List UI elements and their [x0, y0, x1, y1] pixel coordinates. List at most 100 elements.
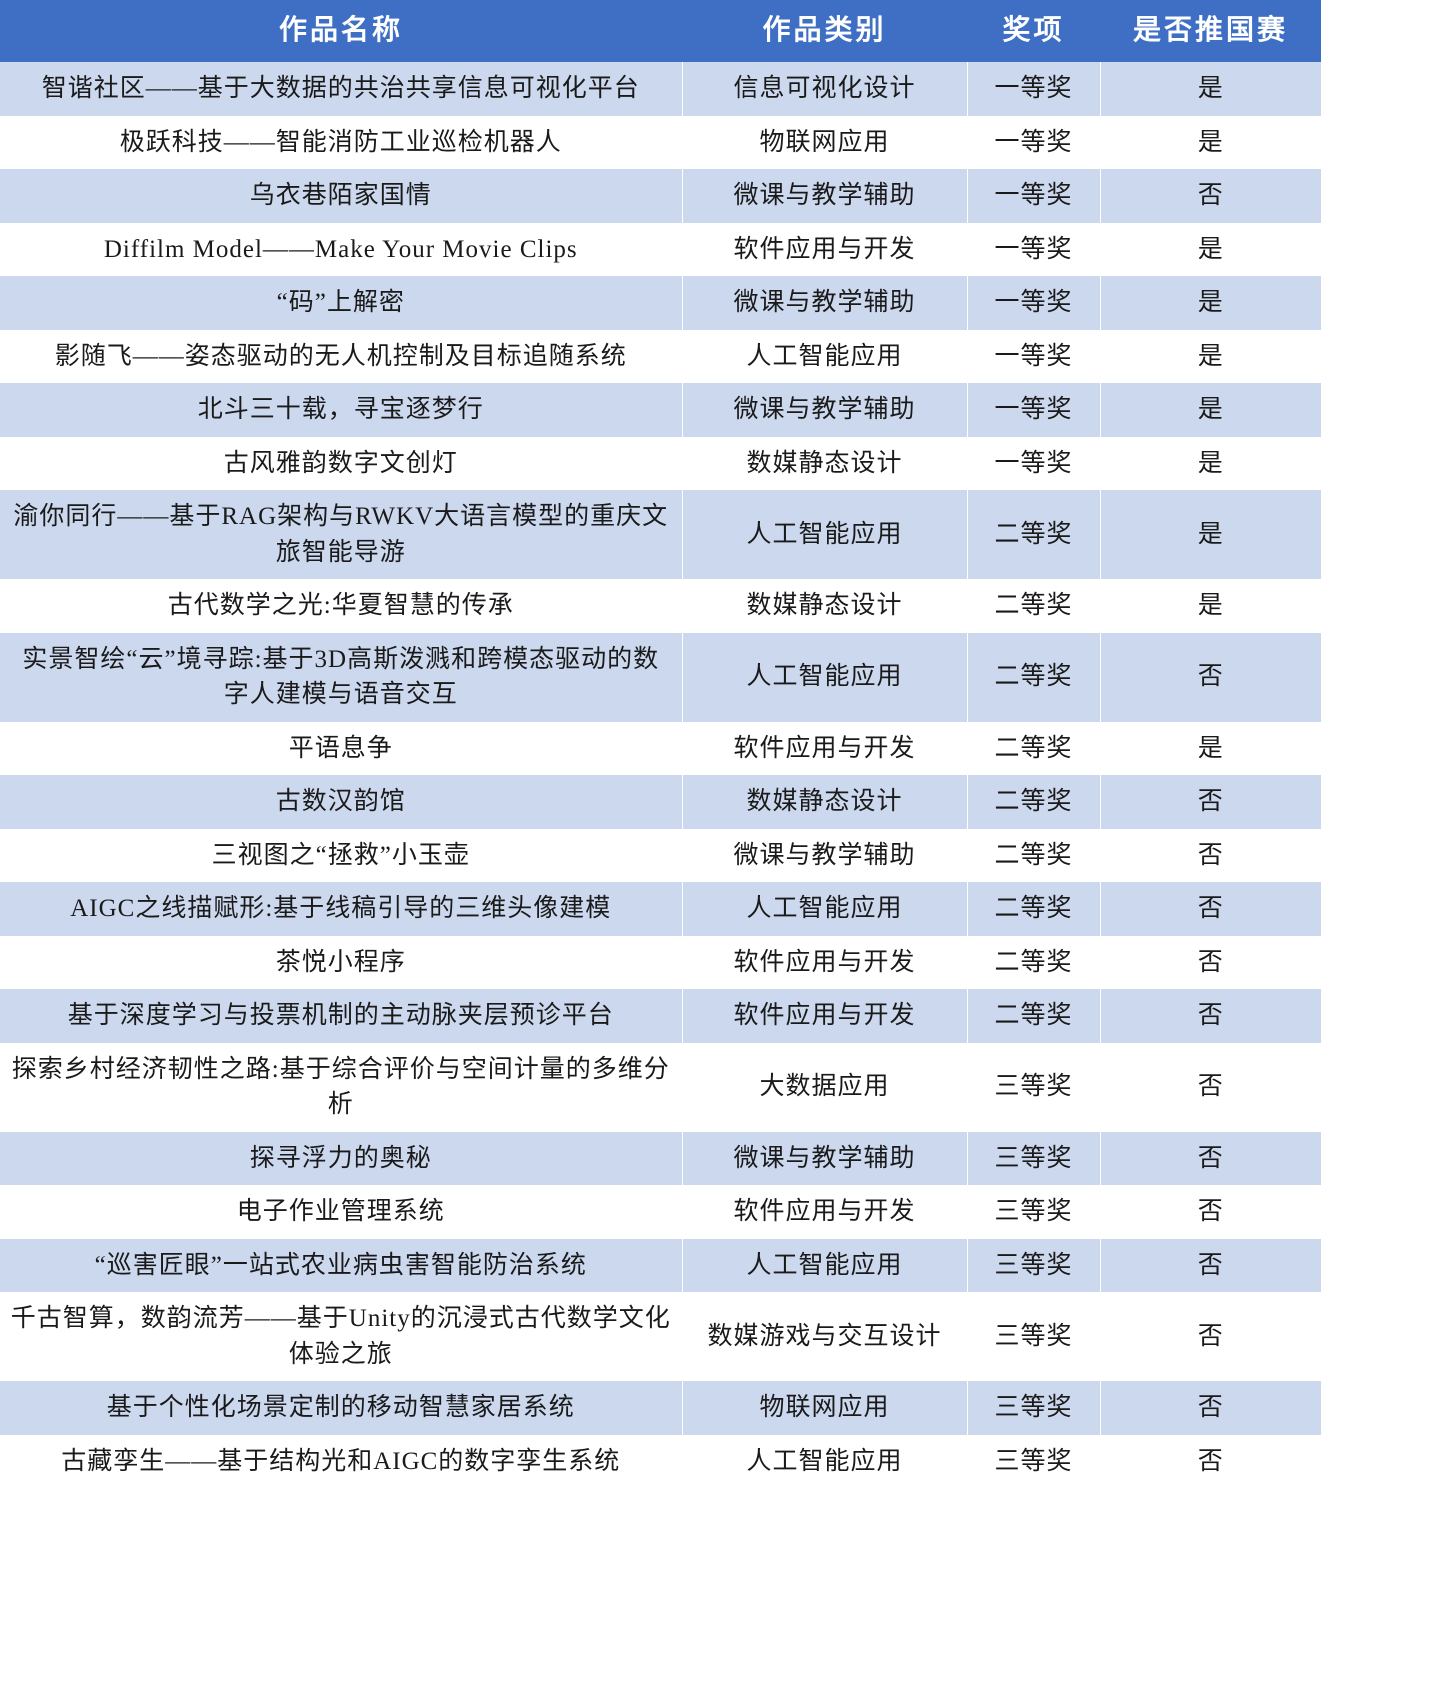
cell-award: 二等奖 — [966, 882, 1101, 936]
cell-national-push: 否 — [1099, 882, 1321, 936]
cell-work-category: 物联网应用 — [681, 115, 968, 169]
cell-work-category: 人工智能应用 — [681, 882, 968, 936]
table-row: 基于个性化场景定制的移动智慧家居系统 物联网应用 三等奖否 — [0, 1381, 1321, 1435]
cell-work-category: 物联网应用 — [681, 1381, 968, 1435]
table-row: 实景智绘“云”境寻踪:基于3D高斯泼溅和跨模态驱动的数字人建模与语音交互 人工智能… — [0, 632, 1321, 722]
cell-award: 三等奖 — [966, 1292, 1101, 1381]
cell-award: 一等奖 — [966, 276, 1101, 330]
column-header-work-name: 作品名称 — [0, 0, 682, 62]
cell-award: 三等奖 — [966, 1434, 1101, 1488]
cell-work-category: 软件应用与开发 — [681, 721, 968, 775]
cell-national-push: 否 — [1099, 1131, 1321, 1185]
cell-national-push: 是 — [1099, 62, 1321, 116]
cell-work-category: 微课与教学辅助 — [681, 276, 968, 330]
cell-work-category: 数媒静态设计 — [681, 775, 968, 829]
cell-work-name: 古藏孪生——基于结构光和AIGC的数字孪生系统 — [0, 1434, 683, 1488]
cell-work-name: 基于深度学习与投票机制的主动脉夹层预诊平台 — [0, 989, 683, 1043]
cell-work-name: 影随飞——姿态驱动的无人机控制及目标追随系统 — [0, 329, 683, 383]
table-row: “巡害匠眼”一站式农业病虫害智能防治系统 人工智能应用 三等奖否 — [0, 1238, 1321, 1292]
header-row: 作品名称 作品类别 奖项 是否推国赛 — [0, 0, 1321, 62]
cell-award: 一等奖 — [966, 115, 1101, 169]
cell-work-category: 人工智能应用 — [681, 329, 968, 383]
cell-work-name: AIGC之线描赋形:基于线稿引导的三维头像建模 — [0, 882, 683, 936]
cell-work-category: 人工智能应用 — [681, 1434, 968, 1488]
cell-work-name: 探索乡村经济韧性之路:基于综合评价与空间计量的多维分析 — [0, 1042, 683, 1132]
cell-work-category: 数媒游戏与交互设计 — [681, 1292, 968, 1381]
table-row: AIGC之线描赋形:基于线稿引导的三维头像建模 人工智能应用 二等奖否 — [0, 882, 1321, 936]
table-row: 千古智算，数韵流芳——基于Unity的沉浸式古代数学文化体验之旅 数媒游戏与交互设… — [0, 1292, 1321, 1381]
table-row: 渝你同行——基于RAG架构与RWKV大语言模型的重庆文旅智能导游 人工智能应用 二等… — [0, 490, 1321, 579]
table-row: 三视图之“拯救”小玉壶 微课与教学辅助 二等奖否 — [0, 828, 1321, 882]
table-row: 智谐社区——基于大数据的共治共享信息可视化平台 信息可视化设计 一等奖是 — [0, 62, 1321, 116]
cell-national-push: 否 — [1099, 935, 1321, 989]
cell-national-push: 否 — [1099, 1185, 1321, 1239]
cell-work-category: 数媒静态设计 — [681, 436, 968, 490]
cell-work-name: 古代数学之光:华夏智慧的传承 — [0, 579, 683, 633]
cell-national-push: 否 — [1099, 632, 1321, 722]
cell-national-push: 否 — [1099, 169, 1321, 223]
cell-work-category: 人工智能应用 — [681, 1238, 968, 1292]
cell-work-name: 北斗三十载，寻宝逐梦行 — [0, 383, 683, 437]
cell-award: 二等奖 — [966, 579, 1101, 633]
cell-national-push: 否 — [1099, 1238, 1321, 1292]
cell-national-push: 是 — [1099, 721, 1321, 775]
table-row: 探索乡村经济韧性之路:基于综合评价与空间计量的多维分析 大数据应用 三等奖否 — [0, 1042, 1321, 1132]
cell-national-push: 否 — [1099, 1434, 1321, 1488]
cell-award: 二等奖 — [966, 490, 1101, 579]
cell-award: 二等奖 — [966, 721, 1101, 775]
table-row: 基于深度学习与投票机制的主动脉夹层预诊平台 软件应用与开发 二等奖否 — [0, 989, 1321, 1043]
cell-national-push: 是 — [1099, 276, 1321, 330]
cell-work-category: 微课与教学辅助 — [681, 383, 968, 437]
cell-work-name: 古风雅韵数字文创灯 — [0, 436, 683, 490]
cell-work-name: “巡害匠眼”一站式农业病虫害智能防治系统 — [0, 1238, 683, 1292]
cell-work-name: 三视图之“拯救”小玉壶 — [0, 828, 683, 882]
cell-award: 一等奖 — [966, 436, 1101, 490]
cell-work-category: 数媒静态设计 — [681, 579, 968, 633]
cell-national-push: 否 — [1099, 1381, 1321, 1435]
cell-work-category: 软件应用与开发 — [681, 935, 968, 989]
table-row: 古藏孪生——基于结构光和AIGC的数字孪生系统 人工智能应用 三等奖否 — [0, 1434, 1321, 1488]
cell-work-category: 信息可视化设计 — [681, 62, 968, 116]
cell-national-push: 是 — [1099, 329, 1321, 383]
cell-award: 二等奖 — [966, 935, 1101, 989]
award-table-container: 作品名称 作品类别 奖项 是否推国赛 智谐社区——基于大数据的共治共享信息可视化… — [0, 0, 1321, 1488]
cell-national-push: 是 — [1099, 579, 1321, 633]
cell-work-name: 智谐社区——基于大数据的共治共享信息可视化平台 — [0, 62, 683, 116]
table-row: “码”上解密 微课与教学辅助 一等奖是 — [0, 276, 1321, 330]
cell-award: 一等奖 — [966, 62, 1101, 116]
competition-award-table: 作品名称 作品类别 奖项 是否推国赛 智谐社区——基于大数据的共治共享信息可视化… — [0, 0, 1321, 1488]
cell-national-push: 是 — [1099, 383, 1321, 437]
cell-award: 三等奖 — [966, 1131, 1101, 1185]
cell-award: 一等奖 — [966, 222, 1101, 276]
cell-award: 一等奖 — [966, 329, 1101, 383]
table-row: 古代数学之光:华夏智慧的传承 数媒静态设计 二等奖是 — [0, 579, 1321, 633]
cell-national-push: 是 — [1099, 490, 1321, 579]
table-header: 作品名称 作品类别 奖项 是否推国赛 — [0, 0, 1321, 62]
cell-national-push: 否 — [1099, 989, 1321, 1043]
cell-award: 三等奖 — [966, 1238, 1101, 1292]
cell-work-name: 渝你同行——基于RAG架构与RWKV大语言模型的重庆文旅智能导游 — [0, 490, 683, 579]
table-row: Diffilm Model——Make Your Movie Clips 软件应用… — [0, 222, 1321, 276]
cell-award: 二等奖 — [966, 989, 1101, 1043]
cell-national-push: 否 — [1099, 828, 1321, 882]
table-row: 平语息争 软件应用与开发 二等奖是 — [0, 721, 1321, 775]
cell-work-category: 微课与教学辅助 — [681, 828, 968, 882]
cell-national-push: 是 — [1099, 436, 1321, 490]
cell-award: 二等奖 — [966, 828, 1101, 882]
cell-work-name: 实景智绘“云”境寻踪:基于3D高斯泼溅和跨模态驱动的数字人建模与语音交互 — [0, 632, 683, 722]
cell-national-push: 是 — [1099, 222, 1321, 276]
cell-award: 二等奖 — [966, 632, 1101, 722]
column-header-work-category: 作品类别 — [682, 0, 967, 62]
cell-award: 一等奖 — [966, 383, 1101, 437]
cell-work-name: 极跃科技——智能消防工业巡检机器人 — [0, 115, 683, 169]
cell-work-category: 大数据应用 — [681, 1042, 968, 1132]
cell-work-category: 软件应用与开发 — [681, 1185, 968, 1239]
table-row: 探寻浮力的奥秘 微课与教学辅助 三等奖否 — [0, 1131, 1321, 1185]
cell-work-name: 基于个性化场景定制的移动智慧家居系统 — [0, 1381, 683, 1435]
cell-work-name: 茶悦小程序 — [0, 935, 683, 989]
cell-work-name: 古数汉韵馆 — [0, 775, 683, 829]
column-header-national-push: 是否推国赛 — [1100, 0, 1321, 62]
column-header-award: 奖项 — [967, 0, 1100, 62]
cell-award: 一等奖 — [966, 169, 1101, 223]
cell-work-category: 微课与教学辅助 — [681, 169, 968, 223]
